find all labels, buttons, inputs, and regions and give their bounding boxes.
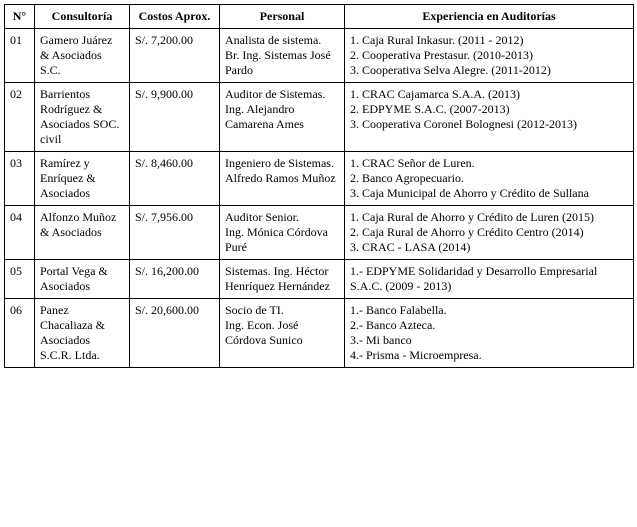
table-row: 06 Panez Chacaliaza & Asociados S.C.R. L… bbox=[5, 299, 634, 368]
cell-personal: Ingeniero de Sistemas.Alfredo Ramos Muño… bbox=[220, 152, 345, 206]
cell-costos: S/. 20,600.00 bbox=[130, 299, 220, 368]
cell-costos: S/. 7,200.00 bbox=[130, 29, 220, 83]
cell-personal: Socio de TI.Ing. Econ. José Córdova Suni… bbox=[220, 299, 345, 368]
col-experiencia: Experiencia en Auditorías bbox=[345, 5, 634, 29]
col-num: N° bbox=[5, 5, 35, 29]
table-row: 01 Gamero Juárez & Asociados S.C. S/. 7,… bbox=[5, 29, 634, 83]
cell-experiencia: 1.- EDPYME Solidaridad y Desarrollo Empr… bbox=[345, 260, 634, 299]
cell-num: 01 bbox=[5, 29, 35, 83]
cell-num: 02 bbox=[5, 83, 35, 152]
cell-experiencia: 1. CRAC Señor de Luren.2. Banco Agropecu… bbox=[345, 152, 634, 206]
cell-experiencia: 1. Caja Rural de Ahorro y Crédito de Lur… bbox=[345, 206, 634, 260]
cell-num: 03 bbox=[5, 152, 35, 206]
cell-consultoria: Panez Chacaliaza & Asociados S.C.R. Ltda… bbox=[35, 299, 130, 368]
cell-personal: Sistemas. Ing. Héctor Henríquez Hernánde… bbox=[220, 260, 345, 299]
cell-experiencia: 1. CRAC Cajamarca S.A.A. (2013)2. EDPYME… bbox=[345, 83, 634, 152]
cell-consultoria: Ramírez y Enríquez & Asociados bbox=[35, 152, 130, 206]
cell-consultoria: Barrientos Rodríguez & Asociados SOC. ci… bbox=[35, 83, 130, 152]
cell-num: 04 bbox=[5, 206, 35, 260]
table-row: 03 Ramírez y Enríquez & Asociados S/. 8,… bbox=[5, 152, 634, 206]
cell-experiencia: 1. Caja Rural Inkasur. (2011 - 2012)2. C… bbox=[345, 29, 634, 83]
col-costos: Costos Aprox. bbox=[130, 5, 220, 29]
cell-costos: S/. 7,956.00 bbox=[130, 206, 220, 260]
cell-experiencia: 1.- Banco Falabella.2.- Banco Azteca.3.-… bbox=[345, 299, 634, 368]
cell-num: 05 bbox=[5, 260, 35, 299]
col-consultoria: Consultoría bbox=[35, 5, 130, 29]
cell-costos: S/. 8,460.00 bbox=[130, 152, 220, 206]
table-body: 01 Gamero Juárez & Asociados S.C. S/. 7,… bbox=[5, 29, 634, 368]
cell-personal: Auditor Senior.Ing. Mónica Córdova Puré bbox=[220, 206, 345, 260]
table-row: 04 Alfonzo Muñoz & Asociados S/. 7,956.0… bbox=[5, 206, 634, 260]
cell-consultoria: Alfonzo Muñoz & Asociados bbox=[35, 206, 130, 260]
table-row: 02 Barrientos Rodríguez & Asociados SOC.… bbox=[5, 83, 634, 152]
cell-personal: Analista de sistema.Br. Ing. Sistemas Jo… bbox=[220, 29, 345, 83]
cell-consultoria: Gamero Juárez & Asociados S.C. bbox=[35, 29, 130, 83]
cell-consultoria: Portal Vega & Asociados bbox=[35, 260, 130, 299]
table-header-row: N° Consultoría Costos Aprox. Personal Ex… bbox=[5, 5, 634, 29]
table-row: 05 Portal Vega & Asociados S/. 16,200.00… bbox=[5, 260, 634, 299]
cell-personal: Auditor de Sistemas.Ing. Alejandro Camar… bbox=[220, 83, 345, 152]
col-personal: Personal bbox=[220, 5, 345, 29]
cell-num: 06 bbox=[5, 299, 35, 368]
cell-costos: S/. 9,900.00 bbox=[130, 83, 220, 152]
cell-costos: S/. 16,200.00 bbox=[130, 260, 220, 299]
audit-consultancy-table: N° Consultoría Costos Aprox. Personal Ex… bbox=[4, 4, 634, 368]
